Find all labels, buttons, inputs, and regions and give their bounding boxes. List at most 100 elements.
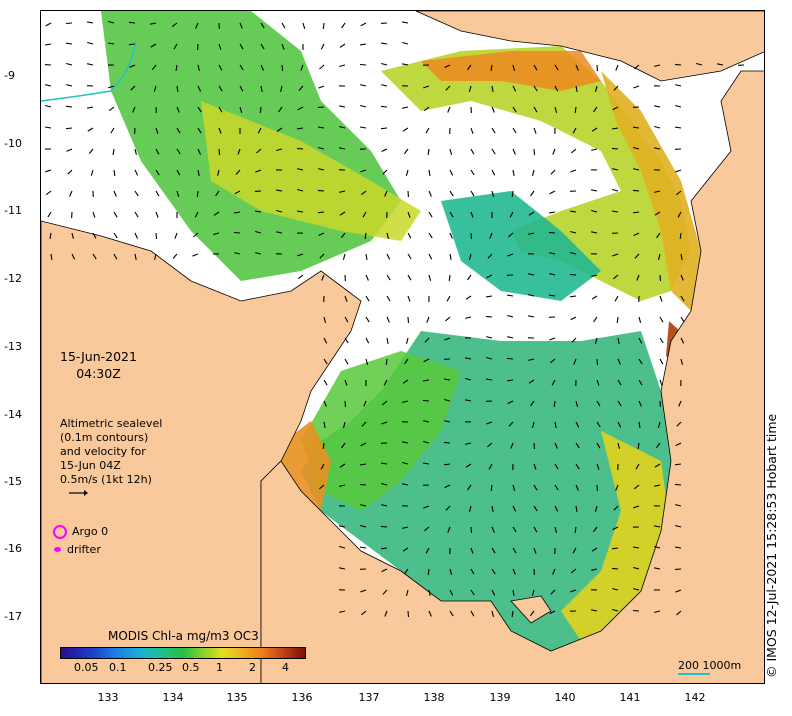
velocity-arrow (218, 85, 223, 92)
velocity-arrow (680, 316, 685, 323)
velocity-arrow (592, 526, 598, 533)
velocity-arrow (71, 253, 76, 260)
velocity-arrow (507, 336, 514, 339)
velocity-arrow (87, 127, 94, 132)
velocity-arrow (69, 190, 73, 197)
velocity-arrow (594, 505, 598, 512)
velocity-arrow (507, 314, 514, 318)
velocity-arrow (197, 85, 202, 92)
velocity-arrow (614, 295, 619, 302)
map-panel[interactable] (40, 10, 765, 684)
velocity-arrow (197, 169, 200, 177)
velocity-arrow (113, 190, 117, 197)
velocity-arrow (531, 589, 535, 596)
velocity-arrow (637, 442, 640, 449)
velocity-arrow (255, 230, 262, 234)
velocity-arrow (591, 547, 598, 552)
velocity-arrow (491, 547, 496, 554)
velocity-arrow (154, 253, 157, 260)
velocity-arrow (132, 106, 136, 113)
velocity-arrow (596, 400, 601, 407)
velocity-arrow (317, 211, 325, 214)
velocity-arrow (323, 421, 326, 429)
velocity-arrow (511, 610, 514, 617)
legend-line: (0.1m contours) (60, 431, 149, 444)
velocity-arrow (449, 169, 454, 176)
velocity-arrow (596, 442, 601, 449)
velocity-arrow (381, 62, 388, 66)
velocity-arrow (218, 64, 223, 71)
velocity-arrow (491, 505, 494, 513)
velocity-arrow (323, 400, 327, 407)
velocity-arrow (427, 568, 430, 575)
velocity-arrow (552, 148, 556, 155)
velocity-arrow (465, 295, 472, 300)
chl-north-yellow-band (201, 101, 421, 241)
colorbar-tick: 0.1 (109, 661, 127, 674)
velocity-arrow (680, 295, 685, 302)
velocity-arrow (654, 484, 661, 487)
velocity-arrow (569, 273, 577, 276)
velocity-arrow (632, 609, 640, 612)
velocity-arrow (360, 126, 367, 129)
velocity-arrow (654, 190, 661, 193)
velocity-arrow (656, 232, 661, 239)
velocity-arrow (360, 524, 367, 528)
velocity-arrow (470, 127, 474, 134)
velocity-arrow (696, 62, 703, 66)
velocity-arrow (323, 379, 328, 386)
velocity-arrow (359, 483, 367, 486)
velocity-arrow (638, 337, 643, 344)
velocity-arrow (533, 526, 538, 533)
date-time-block: 15-Jun-2021 04:30Z (60, 348, 137, 382)
velocity-arrow (402, 41, 409, 45)
velocity-arrow (338, 147, 346, 150)
velocity-arrow (491, 85, 494, 92)
velocity-arrow (528, 232, 535, 235)
velocity-arrow (365, 316, 370, 323)
velocity-arrow (465, 463, 472, 468)
velocity-arrow (134, 232, 139, 239)
time-text: 04:30Z (76, 366, 121, 381)
velocity-arrow (320, 43, 325, 50)
velocity-arrow (422, 399, 430, 402)
velocity-arrow (470, 589, 475, 596)
velocity-arrow (485, 315, 493, 318)
velocity-arrow (552, 568, 556, 575)
velocity-arrow (45, 43, 52, 46)
velocity-arrow (113, 232, 118, 239)
velocity-arrow (574, 526, 577, 533)
legend-line: Altimetric sealevel (60, 417, 163, 430)
velocity-arrow (155, 232, 158, 240)
velocity-arrow (197, 106, 202, 113)
velocity-arrow (428, 232, 433, 239)
velocity-arrow (554, 463, 559, 470)
velocity-arrow (360, 190, 367, 196)
velocity-arrow (149, 22, 157, 25)
velocity-arrow (86, 63, 94, 66)
velocity-arrow (633, 546, 640, 549)
velocity-arrow (570, 589, 577, 593)
velocity-arrow (612, 188, 619, 192)
velocity-arrow (449, 148, 453, 155)
velocity-arrow (340, 232, 346, 239)
velocity-arrow (108, 85, 115, 89)
velocity-arrow (176, 169, 181, 176)
velocity-arrow (596, 421, 601, 428)
land-new-guinea (415, 11, 764, 82)
velocity-arrow (401, 483, 409, 486)
velocity-arrow (386, 295, 391, 302)
velocity-arrow (653, 147, 661, 150)
velocity-arrow (612, 253, 619, 257)
depth-scale-label: 200 1000m (678, 659, 742, 672)
velocity-arrow (449, 610, 454, 617)
velocity-arrow (633, 484, 640, 490)
velocity-arrow (674, 483, 682, 486)
velocity-arrow (234, 211, 241, 214)
velocity-arrow (447, 106, 451, 113)
velocity-arrow (554, 442, 558, 449)
velocity-arrow (234, 252, 241, 255)
velocity-arrow (675, 546, 682, 549)
velocity-arrow (444, 378, 451, 381)
velocity-arrow (171, 22, 178, 28)
